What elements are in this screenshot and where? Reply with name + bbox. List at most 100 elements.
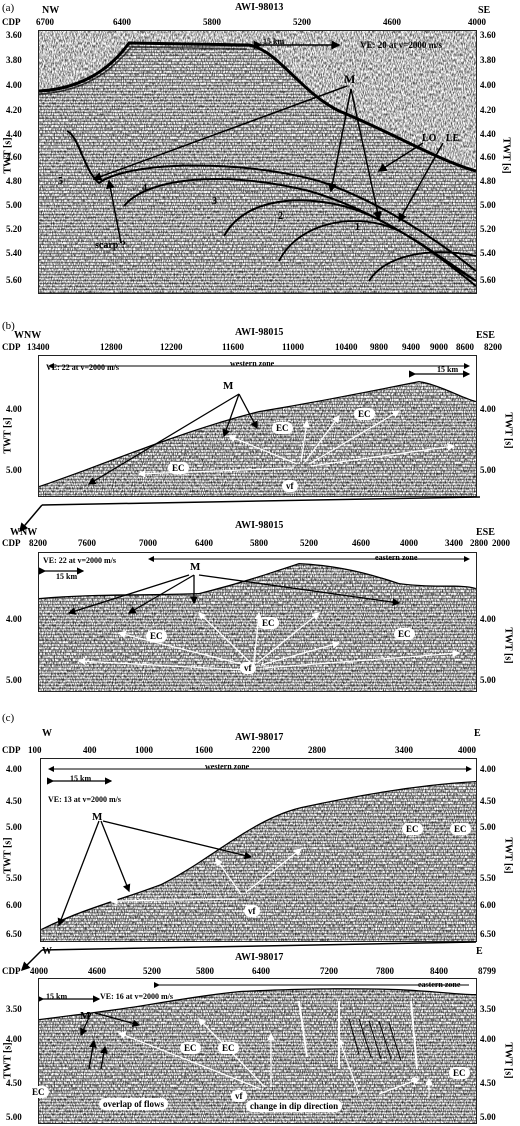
panel-a-cdp-tick: 5200 [293,17,311,27]
panel-c1-left-dir: W [42,728,52,739]
panel-b1-y-tick: 5.00 [6,465,22,475]
panel-b1-cdp-tick: 9000 [430,342,448,352]
panel-c2-cdp-tick: 4000 [30,966,48,976]
panel-a-seismic [38,30,477,294]
panel-b1-label-ec: EC [168,462,189,474]
panel-b2-y-tick: 4.00 [6,614,22,624]
panel-b1-cdp-tick: 11000 [282,342,305,352]
panel-c2-label-m: M [80,1010,91,1022]
panel-b2-left-dir: WNW [10,527,38,538]
panel-a-y-tick-right: 4.40 [480,129,496,139]
panel-a-label-scarp: scarp ? [95,240,126,251]
panel-b2-y-tick-right: 5.00 [480,675,496,685]
panel-b2-cdp-tick: 7600 [78,538,96,548]
panel-c2-y-tick-right: 4.00 [480,1034,496,1044]
panel-c2-ve: VE: 16 at v=2000 m/s [100,992,173,1001]
panel-c2-cdp-tick: 7200 [320,966,338,976]
panel-c1-ve: VE: 13 at v=2000 m/s [48,795,121,804]
panel-c-connector [20,941,477,972]
panel-b2-cdp-tick: 6400 [195,538,213,548]
panel-a-y-tick-right: 5.60 [480,275,496,285]
panel-c2-title: AWI-98017 [235,952,284,963]
panel-b2-label-ec: EC [258,617,279,629]
panel-a-y-tick-right: 4.20 [480,105,496,115]
panel-b2-y-title-right: TWT [s] [502,627,514,664]
panel-a-y-tick: 4.40 [6,129,22,139]
panel-c1-cdp-tick: 2800 [308,745,326,755]
panel-b1-label-ec: EC [354,408,375,420]
panel-b1-cdp-tick: 8600 [456,342,474,352]
panel-c1-cdp-tick: 4000 [458,745,476,755]
panel-c1-zone: western zone [205,762,250,771]
panel-b1-cdp-tick: 11600 [222,342,245,352]
panel-a-cdp-label: CDP [2,17,21,27]
panel-c1-y-tick-right: 4.50 [480,796,496,806]
panel-b-tag: (b) [2,320,15,332]
panel-a-cdp-tick: 6400 [113,17,131,27]
panel-c2-y-tick: 4.50 [6,1078,22,1088]
panel-b1-cdp-tick: 9400 [402,342,420,352]
panel-c2-label-dip: change in dip direction [246,1100,343,1112]
panel-c2-label-ec: EC [28,1086,49,1098]
panel-b2-label-ec: EC [146,630,167,642]
panel-a-y-tick: 4.20 [6,105,22,115]
panel-b1-cdp-tick: 13400 [27,342,50,352]
panel-b2-ve: VE: 22 at v=2000 m/s [43,556,116,565]
panel-b2-cdp-tick: 5200 [300,538,318,548]
panel-b1-y-tick: 4.00 [6,404,22,414]
panel-c1-y-tick-right: 6.50 [480,929,496,939]
panel-b2-cdp-tick: 2800 [470,538,488,548]
panel-c1-y-tick-right: 5.00 [480,822,496,832]
panel-a-label-1: 1 [355,222,360,233]
panel-b2-cdp-tick: 5800 [250,538,268,548]
panel-b2-right-dir: ESE [476,527,495,538]
panel-a-title: AWI-98013 [235,2,284,13]
panel-c2-zone: eastern zone [418,980,461,989]
panel-b1-cdp-label: CDP [2,342,21,352]
panel-b1-left-dir: WNW [14,330,42,341]
panel-c1-y-tick: 6.50 [6,929,22,939]
panel-b1-cdp-tick: 12200 [160,342,183,352]
panel-c2-left-dir: W [42,946,52,957]
panel-b2-label-ec: EC [394,628,415,640]
panel-b2-cdp-tick: 4000 [400,538,418,548]
panel-c2-y-title: TWT [s] [2,1042,14,1079]
panel-c1-right-dir: E [474,728,481,739]
panel-a-y-tick-right: 4.00 [480,80,496,90]
panel-a-y-title-right: TWT [s] [500,137,512,174]
panel-c1-cdp-tick: 2200 [252,745,270,755]
panel-b2-cdp-tick: 4600 [352,538,370,548]
panel-b1-label-ec: EC [272,422,293,434]
panel-b2-seismic [38,552,477,692]
panel-c1-label-m: M [92,811,103,823]
panel-a-ve: VE: 20 at v=2000 m/s [360,40,443,50]
panel-a-scale-bar: 15 km [263,37,285,46]
panel-a-y-tick-right: 4.80 [480,176,496,186]
panel-c2-y-tick: 3.50 [6,1004,22,1014]
panel-a-left-dir: NW [42,5,60,16]
panel-c2-y-tick-right: 4.50 [480,1078,496,1088]
panel-a-label-lo: LO [422,133,437,144]
panel-c2-cdp-tick: 7800 [376,966,394,976]
panel-b1-ve: VE: 22 at v=2000 m/s [46,363,119,372]
panel-c1-y-tick: 5.00 [6,822,22,832]
panel-b2-title: AWI-98015 [235,520,284,531]
panel-c1-cdp-tick: 100 [28,745,42,755]
panel-c1-label-ec: EC [450,823,471,835]
panel-b1-cdp-tick: 9800 [370,342,388,352]
panel-c1-y-tick: 5.50 [6,873,22,883]
panel-c1-y-title-right: TWT [s] [502,837,514,874]
panel-a-y-tick: 4.60 [6,152,22,162]
panel-a-label-2: 2 [278,211,283,222]
panel-c1-cdp-label: CDP [2,745,21,755]
panel-c2-cdp-label: CDP [2,966,21,976]
panel-c1-cdp-tick: 1000 [135,745,153,755]
panel-a-y-tick: 5.20 [6,224,22,234]
panel-a-label-3: 3 [212,196,217,207]
panel-c2-label-vf: vf [231,1090,247,1102]
panel-c1-y-title: TWT [s] [2,837,14,874]
panel-c1-y-tick: 4.00 [6,764,22,774]
panel-b1-y-tick-right: 5.00 [480,465,496,475]
panel-a-y-tick-right: 5.40 [480,248,496,258]
panel-c2-label-overlap: overlap of flows [99,1098,168,1110]
